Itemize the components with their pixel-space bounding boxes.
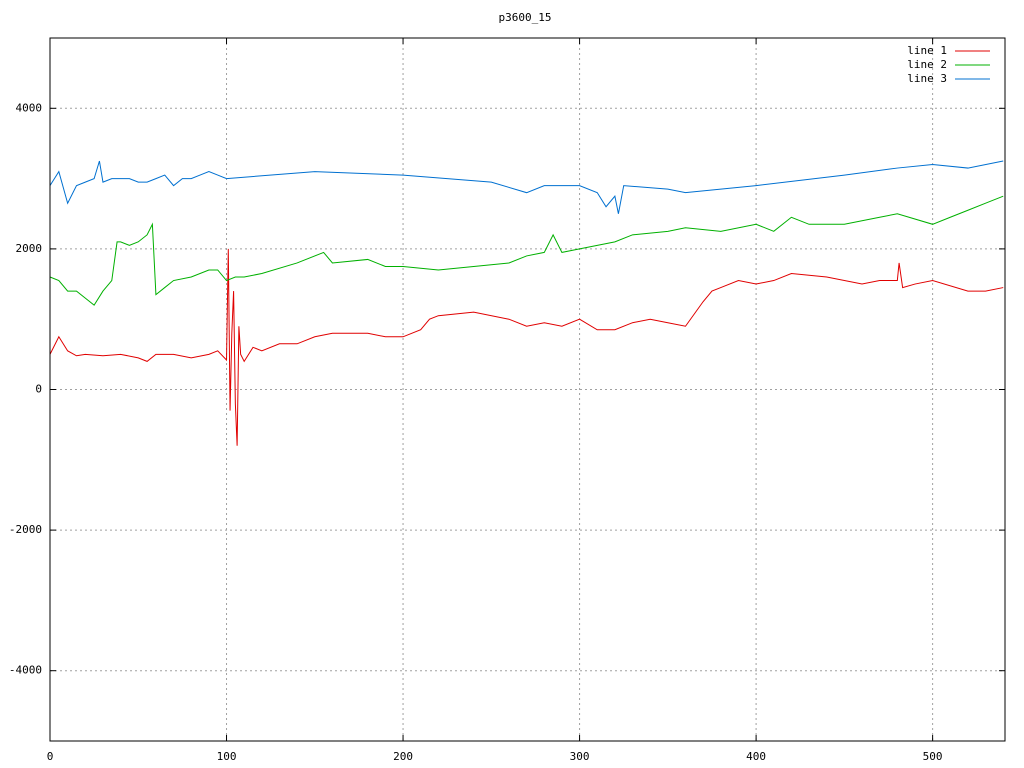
grid-layer: -4000 -2000 0 2000 4000 0 100 200 300 400 500 xyxy=(9,38,1005,763)
legend-label: line 1 xyxy=(907,44,947,57)
plot-layer xyxy=(49,160,1004,446)
x-tick-label: 300 xyxy=(570,750,590,763)
data-line xyxy=(49,160,1004,214)
legend-label: line 3 xyxy=(907,72,947,85)
chart-title: p3600_15 xyxy=(499,11,552,24)
data-line xyxy=(49,195,1004,306)
x-tick-label: 100 xyxy=(217,750,237,763)
plot-border xyxy=(49,37,1006,742)
y-tick-label: -2000 xyxy=(9,523,42,536)
x-tick-label: 0 xyxy=(47,750,54,763)
y-tick-label: 2000 xyxy=(16,242,43,255)
x-tick-label: 500 xyxy=(923,750,943,763)
data-line xyxy=(49,248,1004,446)
x-tick-label: 400 xyxy=(746,750,766,763)
x-tick-label: 200 xyxy=(393,750,413,763)
y-tick-label: 0 xyxy=(35,383,42,396)
legend-label: line 2 xyxy=(907,58,947,71)
y-tick-label: -4000 xyxy=(9,664,42,677)
y-tick-label: 4000 xyxy=(16,101,43,114)
